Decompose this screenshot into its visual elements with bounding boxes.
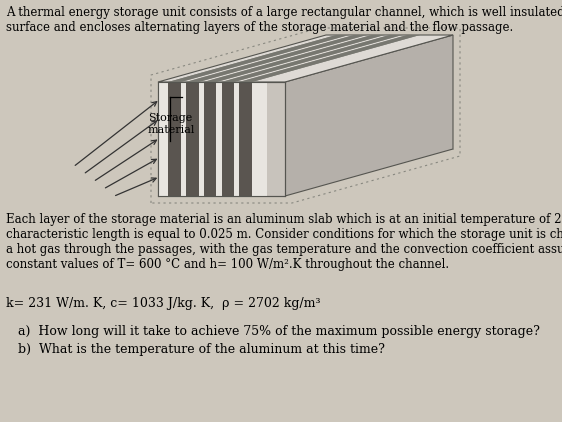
Polygon shape	[158, 82, 285, 196]
Polygon shape	[239, 35, 420, 82]
Polygon shape	[203, 35, 384, 82]
Text: a)  How long will it take to achieve 75% of the maximum possible energy storage?: a) How long will it take to achieve 75% …	[6, 325, 540, 338]
Text: Each layer of the storage material is an aluminum slab which is at an initial te: Each layer of the storage material is an…	[6, 213, 562, 271]
Polygon shape	[239, 82, 252, 196]
Polygon shape	[203, 82, 216, 196]
Polygon shape	[203, 35, 384, 82]
Polygon shape	[186, 35, 366, 82]
Polygon shape	[285, 35, 453, 196]
Polygon shape	[168, 82, 181, 196]
Polygon shape	[252, 82, 267, 196]
Polygon shape	[234, 82, 250, 196]
Text: k= 231 W/m. K, c= 1033 J/kg. K,  ρ = 2702 kg/m³: k= 231 W/m. K, c= 1033 J/kg. K, ρ = 2702…	[6, 297, 320, 310]
Polygon shape	[239, 82, 252, 196]
Polygon shape	[168, 35, 349, 82]
Polygon shape	[221, 82, 234, 196]
Polygon shape	[186, 35, 366, 82]
Polygon shape	[221, 35, 402, 82]
Text: Storage
material: Storage material	[148, 113, 196, 135]
Polygon shape	[158, 35, 453, 82]
Polygon shape	[216, 82, 232, 196]
Polygon shape	[181, 82, 196, 196]
Polygon shape	[168, 82, 181, 196]
Polygon shape	[186, 82, 198, 196]
Polygon shape	[221, 82, 234, 196]
Text: b)  What is the temperature of the aluminum at this time?: b) What is the temperature of the alumin…	[6, 343, 385, 356]
Polygon shape	[186, 82, 198, 196]
Polygon shape	[239, 35, 420, 82]
Polygon shape	[203, 82, 216, 196]
Polygon shape	[198, 82, 214, 196]
Polygon shape	[221, 35, 402, 82]
Polygon shape	[168, 35, 349, 82]
Polygon shape	[158, 82, 173, 196]
Text: A thermal energy storage unit consists of a large rectangular channel, which is : A thermal energy storage unit consists o…	[6, 6, 562, 34]
